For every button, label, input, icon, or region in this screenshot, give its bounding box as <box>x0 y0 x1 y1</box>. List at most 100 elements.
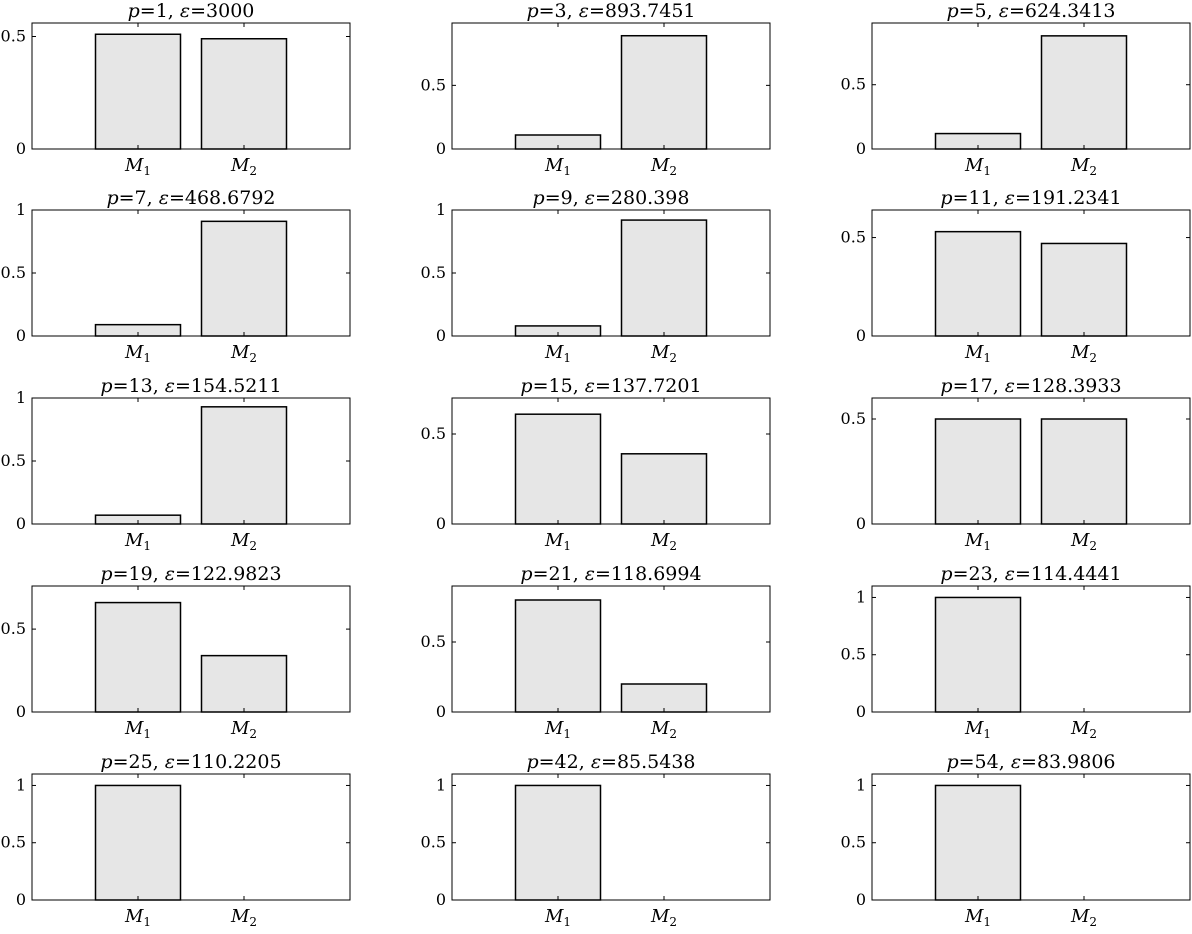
subplot-4-axes-box <box>31 209 351 337</box>
subplot-10-xtick-label-m2: M2 <box>230 718 257 741</box>
subplot-12-ytick-label: 0 <box>856 702 866 721</box>
subplot-5-title-epsilon-value: =280.398 <box>595 187 690 209</box>
subplot-12-title-p-value: =23, <box>953 563 1005 585</box>
subplot-9-title-p-symbol: p <box>940 375 952 397</box>
subplot-14-ytick-label: 0 <box>436 890 446 909</box>
subplot-6-bar-m1 <box>934 230 1022 337</box>
subplot-8-axes-box <box>451 397 771 525</box>
subplot-6-ytick-label: 0.5 <box>841 228 866 247</box>
subplot-7-bar-m2 <box>200 406 288 525</box>
subplot-15-title-epsilon-symbol: ε <box>1011 751 1021 773</box>
subplot-11-ytick-label: 0.5 <box>421 632 446 651</box>
subplot-10-xtick-label-letter: M <box>124 718 144 739</box>
subplot-12-xtick-label-subscript: 2 <box>1089 727 1097 741</box>
subplot-15-title-p-value: =54, <box>959 751 1011 773</box>
subplot-8-title-epsilon-value: =137.7201 <box>595 375 702 397</box>
subplot-10-axes-box <box>31 585 351 713</box>
subplot-15-title: p=54, ε=83.9806 <box>946 751 1115 773</box>
subplot-12-xtick-label-m2: M2 <box>1070 718 1097 741</box>
subplot-14-title-epsilon-symbol: ε <box>591 751 601 773</box>
subplot-1-xtick-label-letter: M <box>124 155 144 176</box>
subplot-5-xtick-label-subscript: 2 <box>669 351 677 365</box>
subplot-13-xtick-label-subscript: 1 <box>143 915 151 929</box>
subplot-15-axes-box <box>871 773 1191 901</box>
subplot-14-xtick-label-m2: M2 <box>650 906 677 929</box>
subplot-1-xtick-label-subscript: 1 <box>143 164 151 178</box>
subplot-14-xtick-label-subscript: 2 <box>669 915 677 929</box>
subplot-6-title-epsilon-symbol: ε <box>1005 187 1015 209</box>
subplot-3-xtick-label-subscript: 2 <box>1089 164 1097 178</box>
subplot-13-xtick-label-subscript: 2 <box>249 915 257 929</box>
subplot-9-xtick-label-letter: M <box>964 530 984 551</box>
subplot-6-xtick-label-subscript: 1 <box>983 351 991 365</box>
subplot-9-xtick-label-letter: M <box>1070 530 1090 551</box>
subplot-14-bar-m1 <box>514 784 602 901</box>
subplot-11-xtick-label-letter: M <box>650 718 670 739</box>
subplot-5-ytick-label: 0 <box>436 326 446 345</box>
subplot-9-ytick-label: 0 <box>856 514 866 533</box>
subplot-9-title-epsilon-symbol: ε <box>1005 375 1015 397</box>
subplot-6-xtick-label-m1: M1 <box>964 342 991 365</box>
subplot-12-xtick-label-subscript: 1 <box>983 727 991 741</box>
subplot-8-bar-m1 <box>514 413 602 525</box>
subplot-7-title-p-value: =13, <box>113 375 165 397</box>
subplot-15-title-p-symbol: p <box>946 751 958 773</box>
subplot-7-title-p-symbol: p <box>100 375 112 397</box>
subplot-1-xtick-label-letter: M <box>230 155 250 176</box>
subplot-3-xtick-label-m2: M2 <box>1070 155 1097 178</box>
subplot-4-bar-m2 <box>200 220 288 337</box>
subplot-1-xtick-label-m1: M1 <box>124 155 151 178</box>
subplot-7-ytick-label: 0 <box>16 514 26 533</box>
subplot-2-ytick-label: 0 <box>436 139 446 158</box>
subplot-2-title-epsilon-symbol: ε <box>579 0 589 22</box>
subplot-11-xtick-label-subscript: 2 <box>669 727 677 741</box>
subplot-10-title-epsilon-value: =122.9823 <box>175 563 282 585</box>
subplot-3-ytick-label: 0 <box>856 139 866 158</box>
subplot-13-xtick-label-letter: M <box>230 906 250 927</box>
subplot-14-title: p=42, ε=85.5438 <box>526 751 695 773</box>
subplot-15-xtick-label-letter: M <box>964 906 984 927</box>
subplot-2-xtick-label-letter: M <box>650 155 670 176</box>
subplot-3-xtick-label-letter: M <box>964 155 984 176</box>
subplot-5-xtick-label-letter: M <box>650 342 670 363</box>
subplot-2-xtick-label-letter: M <box>544 155 564 176</box>
subplot-15-xtick-label-m2: M2 <box>1070 906 1097 929</box>
subplot-7-title: p=13, ε=154.5211 <box>100 375 281 397</box>
subplot-2-title-p-symbol: p <box>526 0 538 22</box>
subplot-13-title-p-value: =25, <box>113 751 165 773</box>
subplot-14-title-p-symbol: p <box>526 751 538 773</box>
subplot-8-title: p=15, ε=137.7201 <box>520 375 701 397</box>
subplot-11-title-p-value: =21, <box>533 563 585 585</box>
subplot-13-xtick-label-letter: M <box>124 906 144 927</box>
subplot-2-title-p-value: =3, <box>539 0 579 22</box>
subplot-13-xtick-label-m2: M2 <box>230 906 257 929</box>
subplot-14-xtick-label-subscript: 1 <box>563 915 571 929</box>
subplot-8-title-p-value: =15, <box>533 375 585 397</box>
subplot-3-xtick-label-m1: M1 <box>964 155 991 178</box>
subplot-4-title-p-value: =7, <box>119 187 159 209</box>
subplot-6-title: p=11, ε=191.2341 <box>940 187 1121 209</box>
subplot-14-xtick-label-letter: M <box>650 906 670 927</box>
subplot-1-xtick-label-m2: M2 <box>230 155 257 178</box>
subplot-6-ytick-label: 0 <box>856 326 866 345</box>
subplot-9-title: p=17, ε=128.3933 <box>940 375 1121 397</box>
subplot-10-ytick-label: 0 <box>16 702 26 721</box>
subplot-10-xtick-label-subscript: 1 <box>143 727 151 741</box>
subplot-3-axes-box <box>871 22 1191 150</box>
subplot-6-title-epsilon-value: =191.2341 <box>1015 187 1122 209</box>
subplot-8-title-epsilon-symbol: ε <box>585 375 595 397</box>
subplot-7-ytick-label: 1 <box>16 388 26 407</box>
subplot-11-title-epsilon-symbol: ε <box>585 563 595 585</box>
subplot-1-title-epsilon-symbol: ε <box>180 0 190 22</box>
subplot-7-ytick-label: 0.5 <box>1 451 26 470</box>
subplot-3-title-p-value: =5, <box>959 0 999 22</box>
subplot-1-title-epsilon-value: =3000 <box>190 0 254 22</box>
subplot-10-bar-m1 <box>94 601 182 713</box>
